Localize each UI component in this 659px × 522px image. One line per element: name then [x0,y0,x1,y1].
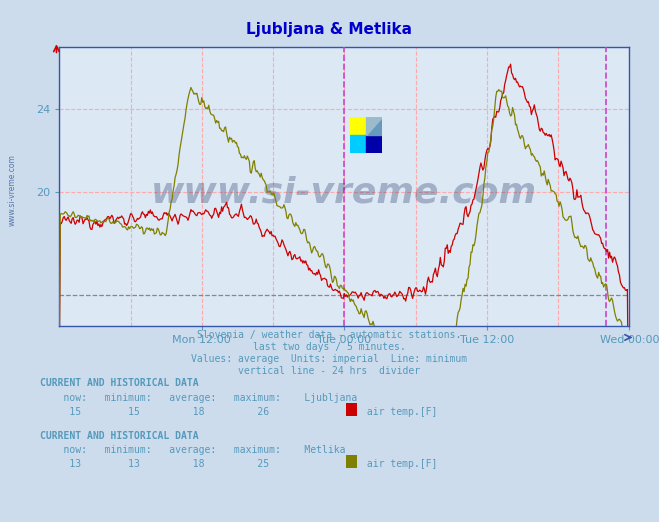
Bar [350,135,366,153]
Bar [366,135,382,153]
Text: vertical line - 24 hrs  divider: vertical line - 24 hrs divider [239,366,420,376]
Text: now:   minimum:   average:   maximum:    Metlika: now: minimum: average: maximum: Metlika [40,445,345,455]
Bar [350,117,366,135]
Text: www.si-vreme.com: www.si-vreme.com [8,155,17,227]
Text: Slovenia / weather data - automatic stations.: Slovenia / weather data - automatic stat… [197,330,462,340]
Text: CURRENT AND HISTORICAL DATA: CURRENT AND HISTORICAL DATA [40,431,198,441]
Text: last two days / 5 minutes.: last two days / 5 minutes. [253,342,406,352]
Text: Values: average  Units: imperial  Line: minimum: Values: average Units: imperial Line: mi… [191,354,468,364]
Text: Ljubljana & Metlika: Ljubljana & Metlika [246,22,413,37]
Text: CURRENT AND HISTORICAL DATA: CURRENT AND HISTORICAL DATA [40,378,198,388]
Text: www.si-vreme.com: www.si-vreme.com [152,175,537,209]
Text: now:   minimum:   average:   maximum:    Ljubljana: now: minimum: average: maximum: Ljubljan… [40,393,357,403]
Text: air temp.[F]: air temp.[F] [361,407,438,417]
Polygon shape [366,117,382,135]
Text: air temp.[F]: air temp.[F] [361,459,438,469]
Polygon shape [366,117,382,135]
Text: 13        13         18         25: 13 13 18 25 [40,459,269,469]
Text: 15        15         18         26: 15 15 18 26 [40,407,269,417]
